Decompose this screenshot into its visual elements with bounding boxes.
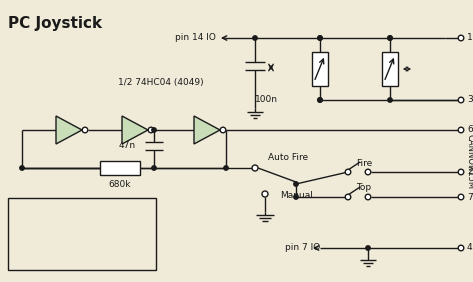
Text: 0k - left, top: 0k - left, top	[13, 222, 74, 231]
Text: 100n: 100n	[255, 96, 278, 105]
Circle shape	[318, 98, 322, 102]
Circle shape	[458, 194, 464, 200]
Circle shape	[388, 36, 392, 40]
Circle shape	[345, 194, 351, 200]
Polygon shape	[122, 116, 148, 144]
Circle shape	[253, 166, 257, 170]
FancyBboxPatch shape	[8, 198, 156, 270]
Circle shape	[294, 195, 298, 199]
Text: pin 14 IO: pin 14 IO	[175, 34, 216, 43]
Text: PC Joystick: PC Joystick	[8, 16, 102, 31]
Text: 47n: 47n	[119, 142, 136, 151]
Polygon shape	[194, 116, 220, 144]
Circle shape	[458, 169, 464, 175]
Bar	[312, 52, 328, 86]
Circle shape	[388, 36, 392, 40]
Text: 4: 4	[467, 243, 473, 252]
Circle shape	[294, 182, 298, 186]
Text: pin 7 IO: pin 7 IO	[285, 243, 320, 252]
Circle shape	[148, 127, 154, 133]
Text: 1: 1	[467, 34, 473, 43]
Circle shape	[318, 36, 322, 40]
Circle shape	[252, 165, 258, 171]
Circle shape	[365, 194, 371, 200]
Polygon shape	[56, 116, 82, 144]
Text: 3: 3	[467, 96, 473, 105]
Circle shape	[345, 169, 351, 175]
Bar	[382, 52, 398, 86]
Circle shape	[262, 191, 268, 197]
Text: 6: 6	[467, 125, 473, 135]
Text: Fire: Fire	[356, 158, 372, 168]
Circle shape	[220, 127, 226, 133]
Circle shape	[253, 36, 257, 40]
Circle shape	[152, 128, 156, 132]
Circle shape	[152, 166, 156, 170]
Text: ~150k - right, bottom: ~150k - right, bottom	[13, 252, 118, 261]
Bar	[100, 161, 140, 175]
Text: 7: 7	[467, 193, 473, 202]
Text: ~70k - center: ~70k - center	[13, 237, 81, 246]
Circle shape	[224, 166, 228, 170]
Circle shape	[20, 166, 24, 170]
Text: Pots:: Pots:	[13, 207, 35, 216]
Circle shape	[318, 98, 322, 102]
Circle shape	[458, 127, 464, 133]
Circle shape	[458, 245, 464, 251]
Circle shape	[458, 97, 464, 103]
Text: 1/2 74HC04 (4049): 1/2 74HC04 (4049)	[118, 78, 203, 87]
Circle shape	[318, 36, 322, 40]
Circle shape	[365, 169, 371, 175]
Circle shape	[388, 98, 392, 102]
Text: CANNON15M: CANNON15M	[465, 135, 473, 190]
Text: 680k: 680k	[109, 180, 131, 189]
Text: 2: 2	[467, 168, 473, 177]
Circle shape	[458, 35, 464, 41]
Text: Auto Fire: Auto Fire	[268, 153, 308, 162]
Circle shape	[366, 246, 370, 250]
Text: Top: Top	[356, 184, 371, 193]
Circle shape	[82, 127, 88, 133]
Text: Manual: Manual	[280, 191, 313, 201]
